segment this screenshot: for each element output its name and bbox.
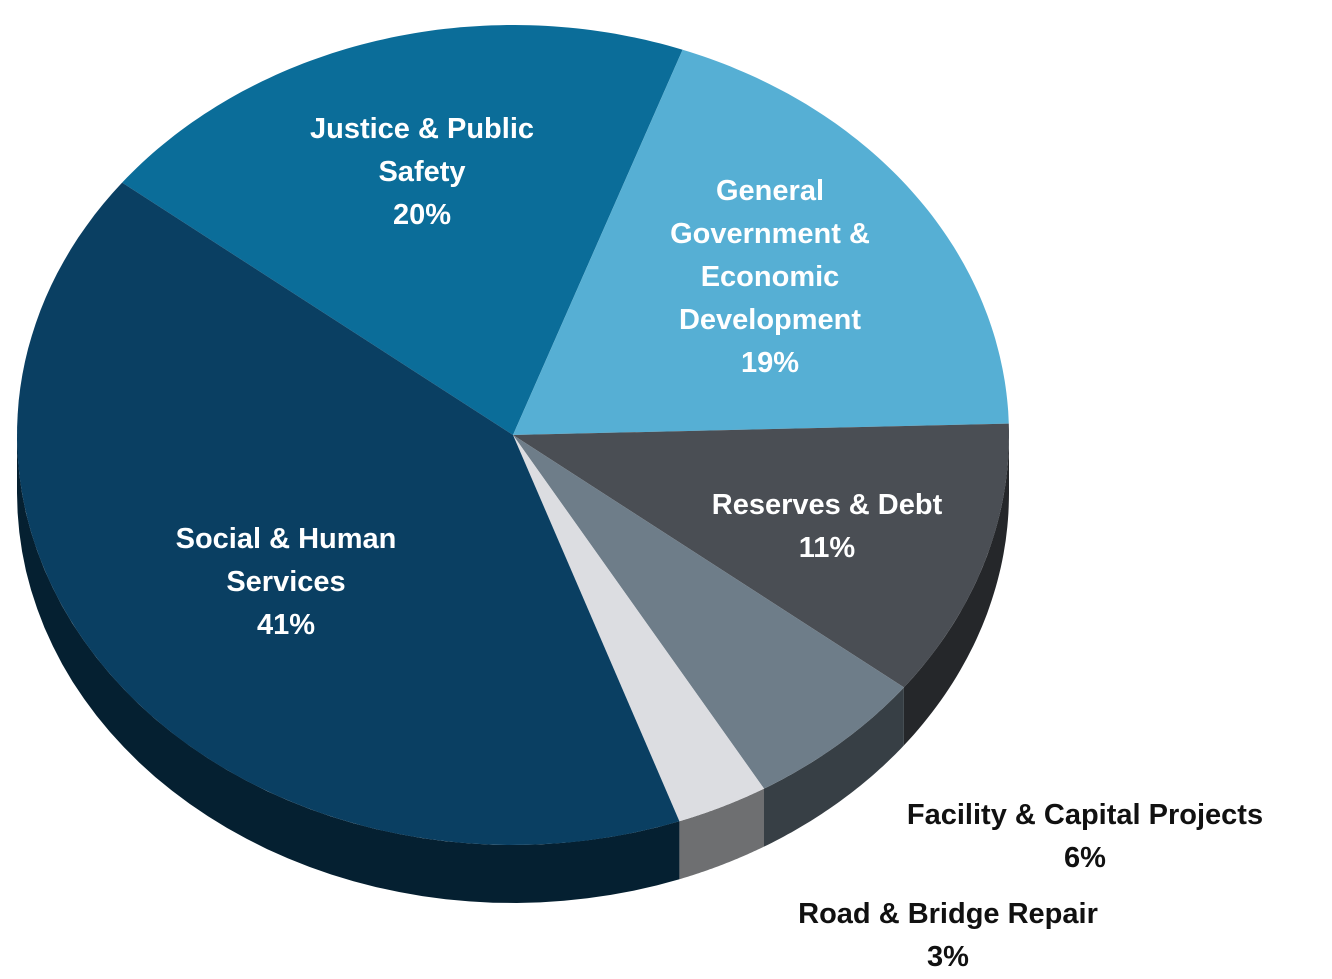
slice-label: General Government & Economic Developmen… — [635, 170, 905, 385]
value-label: 20% — [392, 199, 452, 231]
category-label: General Government & Economic Developmen… — [670, 175, 870, 336]
slice-label: Facility & Capital Projects 6% — [850, 794, 1320, 880]
slice-side — [764, 687, 904, 847]
value-label: 41% — [256, 609, 316, 641]
value-label: 19% — [740, 347, 800, 379]
category-label: Reserves & Debt — [711, 489, 943, 521]
slice — [122, 25, 683, 435]
slice — [513, 435, 764, 822]
slice-label: Social & Human Services 41% — [136, 518, 436, 647]
slice — [513, 49, 1009, 435]
category-label: Justice & Public Safety — [309, 113, 534, 188]
slice-label: Road & Bridge Repair 3% — [748, 893, 1148, 979]
slice-label: Justice & Public Safety 20% — [277, 108, 567, 237]
slice — [513, 435, 904, 789]
category-label: Road & Bridge Repair — [798, 898, 1098, 930]
slice-side — [17, 435, 680, 903]
value-label: 11% — [798, 532, 856, 564]
category-label: Facility & Capital Projects — [906, 799, 1264, 831]
slice-side — [679, 788, 764, 880]
slice — [513, 423, 1009, 688]
slice-label: Reserves & Debt 11% — [667, 484, 987, 570]
category-label: Social & Human Services — [175, 523, 397, 598]
value-label: 3% — [927, 941, 969, 973]
slice — [17, 182, 680, 846]
value-label: 6% — [1064, 842, 1106, 874]
slice-side — [903, 435, 1009, 746]
